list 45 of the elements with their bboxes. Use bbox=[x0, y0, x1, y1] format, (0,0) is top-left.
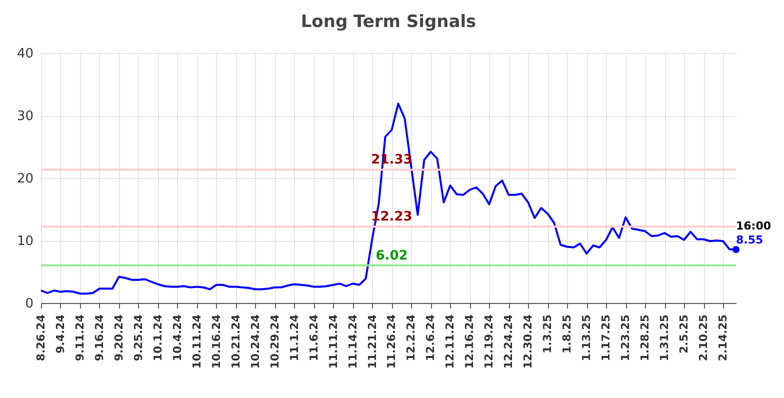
x-tick-label: 11.1.24 bbox=[288, 314, 301, 362]
x-tick-label: 11.6.24 bbox=[307, 314, 320, 362]
x-tick-label: 1.23.25 bbox=[619, 314, 632, 362]
x-tick-label: 11.11.24 bbox=[326, 314, 340, 369]
x-tick-label: 1.31.25 bbox=[658, 314, 672, 362]
x-tick-label: 12.30.24 bbox=[522, 314, 535, 369]
x-tick-label: 9.20.24 bbox=[112, 314, 126, 362]
x-tick-label: 1.17.25 bbox=[600, 314, 613, 362]
x-tick-label: 12.19.24 bbox=[482, 314, 496, 369]
x-tick-label: 12.11.24 bbox=[444, 314, 457, 369]
chart-title: Long Term Signals bbox=[300, 12, 476, 32]
x-tick-label: 10.24.24 bbox=[248, 314, 262, 369]
x-tick-label: 12.2.24 bbox=[404, 314, 418, 362]
y-tick-label: 20 bbox=[16, 172, 34, 186]
x-tick-label: 10.29.24 bbox=[268, 314, 282, 369]
x-tick-label: 9.16.24 bbox=[92, 314, 106, 362]
x-tick-label: 12.6.24 bbox=[424, 314, 438, 362]
x-tick-label: 10.11.24 bbox=[190, 314, 204, 369]
annotation: 8.55 bbox=[736, 234, 764, 247]
x-tick-label: 9.11.24 bbox=[73, 314, 86, 362]
y-tick-label: 30 bbox=[16, 109, 34, 124]
x-tick-label: 1.3.25 bbox=[541, 314, 554, 354]
x-tick-label: 11.26.24 bbox=[385, 314, 398, 369]
x-tick-label: 12.24.24 bbox=[502, 314, 516, 369]
annotation: 16:00 bbox=[736, 220, 772, 233]
x-tick-label: 10.4.24 bbox=[170, 314, 184, 362]
x-tick-label: 1.13.25 bbox=[580, 314, 594, 362]
x-tick-label: 9.4.24 bbox=[54, 314, 67, 354]
x-tick-label: 1.28.25 bbox=[638, 314, 652, 362]
x-tick-label: 12.16.24 bbox=[463, 314, 476, 369]
x-tick-label: 2.5.25 bbox=[678, 314, 691, 354]
x-tick-label: 2.14.25 bbox=[716, 314, 730, 362]
y-tick-label: 0 bbox=[25, 296, 34, 312]
x-tick-label: 1.8.25 bbox=[560, 314, 574, 354]
x-tick-label: 10.1.24 bbox=[151, 314, 164, 362]
x-tick-label: 11.14.24 bbox=[346, 314, 360, 369]
x-tick-label: 11.21.24 bbox=[366, 314, 379, 369]
x-tick-label: 9.25.24 bbox=[132, 314, 145, 362]
ref-line-label: 6.02 bbox=[376, 248, 408, 264]
x-tick-label: 8.26.24 bbox=[34, 314, 48, 362]
y-tick-label: 40 bbox=[16, 46, 34, 62]
x-tick-label: 2.10.25 bbox=[697, 314, 710, 362]
y-tick-label: 10 bbox=[16, 234, 34, 249]
x-tick-label: 10.21.24 bbox=[229, 314, 242, 369]
x-tick-label: 10.16.24 bbox=[210, 314, 223, 369]
